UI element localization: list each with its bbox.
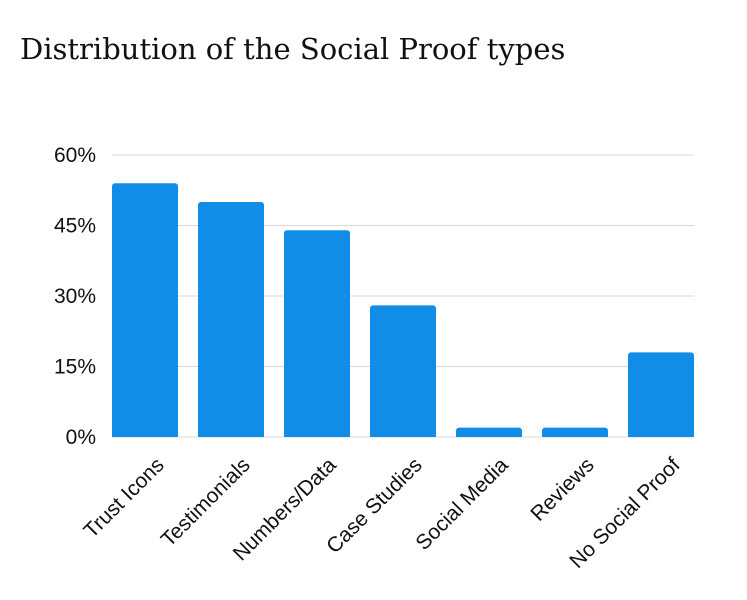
x-tick-label: Reviews: [526, 453, 598, 525]
bar-base: [370, 434, 436, 437]
bar-base: [542, 434, 608, 437]
bars: [112, 183, 694, 437]
bar-base: [198, 434, 264, 437]
x-tick-label: Trust Icons: [80, 453, 169, 542]
x-tick-label: Social Media: [411, 453, 513, 555]
bar-base: [456, 434, 522, 437]
bar-trust-icons: [112, 183, 178, 437]
y-tick-label: 60%: [54, 144, 96, 167]
chart-title: Distribution of the Social Proof types: [20, 32, 565, 66]
bar-case-studies: [370, 305, 436, 437]
y-tick-label: 30%: [54, 285, 96, 308]
y-axis-ticks: 0% 15% 30% 45% 60%: [54, 144, 96, 449]
y-tick-label: 45%: [54, 215, 96, 238]
bar-no-social-proof: [628, 352, 694, 437]
bar-base: [112, 434, 178, 437]
bar-base: [628, 434, 694, 437]
bar-numbers-data: [284, 230, 350, 437]
bar-testimonials: [198, 202, 264, 437]
y-tick-label: 15%: [54, 356, 96, 379]
bar-base: [284, 434, 350, 437]
y-tick-label: 0%: [66, 426, 96, 449]
x-axis-ticks: Trust IconsTestimonialsNumbers/DataCase …: [80, 453, 685, 573]
